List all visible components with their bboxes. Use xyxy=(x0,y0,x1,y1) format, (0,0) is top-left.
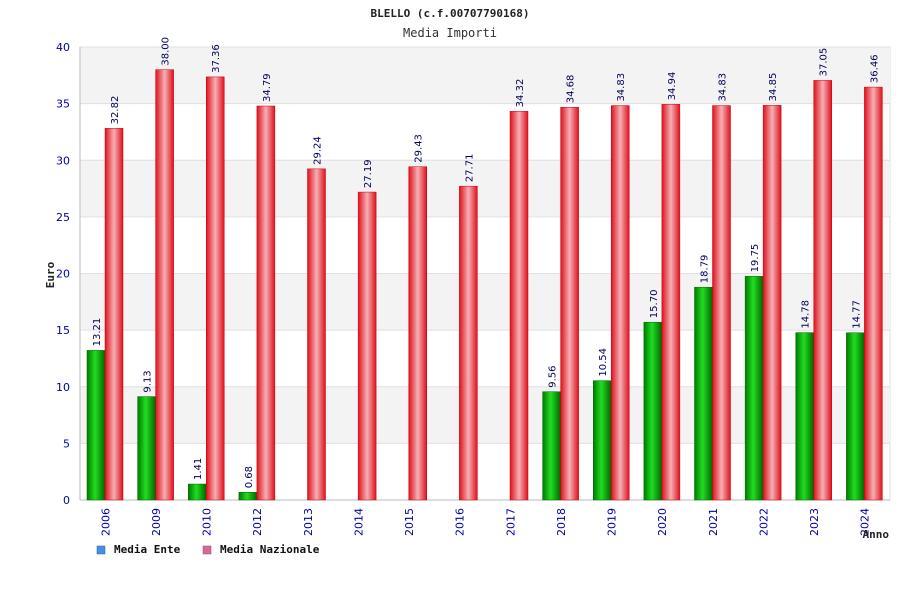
data-label: 36.46 xyxy=(869,54,880,83)
x-tick-label: 2009 xyxy=(150,508,163,536)
bar-media-ente-2006 xyxy=(86,350,106,501)
bar-media-ente-2021 xyxy=(694,286,713,501)
y-tick-label: 10 xyxy=(56,381,70,394)
x-tick-label: 2018 xyxy=(555,508,568,536)
x-axis-label: Anno xyxy=(863,528,890,541)
x-tick-label: 2021 xyxy=(707,508,720,536)
bar-media-ente-2020 xyxy=(643,321,663,501)
data-label: 34.32 xyxy=(515,79,526,108)
bar-media-nazionale-2012 xyxy=(256,105,276,501)
data-label: 9.13 xyxy=(143,370,154,392)
data-label: 19.75 xyxy=(750,244,761,273)
bar-media-nazionale-2021 xyxy=(712,105,731,501)
x-tick-label: 2024 xyxy=(859,508,872,536)
bar-media-ente-2024 xyxy=(846,332,865,501)
bar-media-nazionale-2016 xyxy=(459,185,478,501)
x-tick-label: 2016 xyxy=(454,508,467,536)
y-tick-label: 5 xyxy=(63,437,70,450)
data-label: 27.19 xyxy=(363,159,374,188)
bar-media-ente-2012 xyxy=(238,492,258,501)
bar-media-nazionale-2019 xyxy=(611,105,630,501)
legend-swatch-media-nazionale xyxy=(202,545,212,555)
bar-media-nazionale-2017 xyxy=(509,111,529,501)
bar-media-nazionale-2022 xyxy=(762,105,782,501)
legend: Media Ente Media Nazionale xyxy=(96,543,320,556)
data-label: 14.78 xyxy=(801,300,812,329)
data-label: 34.83 xyxy=(718,73,729,102)
data-label: 34.79 xyxy=(262,73,273,102)
data-label: 18.79 xyxy=(700,255,711,284)
bar-media-nazionale-2015 xyxy=(408,166,427,501)
x-tick-label: 2012 xyxy=(251,508,264,536)
chart-title: BLELLO (c.f.00707790168) xyxy=(371,7,530,20)
y-tick-label: 25 xyxy=(56,211,70,224)
bar-media-nazionale-2024 xyxy=(864,86,883,501)
data-label: 14.77 xyxy=(851,300,862,329)
data-label: 27.71 xyxy=(464,154,475,183)
data-label: 34.68 xyxy=(566,75,577,104)
bar-media-nazionale-2013 xyxy=(307,168,326,501)
bar-media-nazionale-2018 xyxy=(560,106,579,501)
x-tick-label: 2020 xyxy=(656,508,669,536)
data-label: 37.36 xyxy=(211,44,222,73)
data-label: 37.05 xyxy=(819,48,830,77)
legend-swatch-media-ente xyxy=(96,545,106,555)
data-label: 32.82 xyxy=(110,96,121,125)
bar-media-nazionale-2006 xyxy=(104,128,124,501)
bar-media-nazionale-2009 xyxy=(155,69,174,501)
data-labels: 13.21 32.82 9.13 38.00 1.41 37.36 0.68 34.79 29.… xyxy=(92,37,880,488)
data-label: 29.43 xyxy=(414,134,425,163)
legend-label-media-nazionale: Media Nazionale xyxy=(220,543,320,556)
data-label: 34.94 xyxy=(667,72,678,101)
chart-subtitle: Media Importi xyxy=(403,26,497,40)
bar-media-nazionale-2020 xyxy=(661,104,681,501)
data-label: 1.41 xyxy=(193,458,204,480)
data-label: 0.68 xyxy=(244,466,255,488)
x-tick-label: 2014 xyxy=(352,508,365,536)
data-label: 9.56 xyxy=(548,365,559,387)
y-tick-label: 30 xyxy=(56,154,70,167)
y-tick-label: 0 xyxy=(63,494,70,507)
data-label: 29.24 xyxy=(313,136,324,165)
y-tick-label: 15 xyxy=(56,324,70,337)
y-tick-label: 35 xyxy=(56,98,70,111)
x-tick-label: 2010 xyxy=(201,508,214,536)
x-tick-label: 2023 xyxy=(808,508,821,536)
bar-media-nazionale-2010 xyxy=(206,76,225,501)
data-label: 34.83 xyxy=(616,73,627,102)
bar-media-ente-2010 xyxy=(188,483,207,501)
bar-media-nazionale-2023 xyxy=(813,80,832,501)
bar-media-nazionale-2014 xyxy=(357,191,377,501)
y-axis-label: Euro xyxy=(44,261,57,288)
bar-media-ente-2019 xyxy=(593,380,612,501)
data-label: 10.54 xyxy=(598,348,609,377)
x-axis-ticks: 2006 2009 2010 2012 2013 2014 2015 2016 2017 2018… xyxy=(99,508,871,536)
x-tick-label: 2015 xyxy=(403,508,416,536)
x-tick-label: 2022 xyxy=(757,508,770,536)
data-label: 13.21 xyxy=(92,318,103,347)
bar-media-ente-2023 xyxy=(795,332,814,501)
y-axis-ticks: 0 5 10 15 20 25 30 35 40 xyxy=(56,41,70,507)
bar-media-ente-2009 xyxy=(137,396,156,501)
data-label: 15.70 xyxy=(649,290,660,319)
legend-label-media-ente: Media Ente xyxy=(114,543,181,556)
data-label: 38.00 xyxy=(161,37,172,66)
bar-media-ente-2018 xyxy=(542,391,561,501)
y-tick-label: 20 xyxy=(56,268,70,281)
x-tick-label: 2013 xyxy=(302,508,315,536)
y-tick-label: 40 xyxy=(56,41,70,54)
data-label: 34.85 xyxy=(768,73,779,102)
bar-media-ente-2022 xyxy=(744,276,764,501)
x-tick-label: 2019 xyxy=(606,508,619,536)
x-tick-label: 2017 xyxy=(504,508,517,536)
x-tick-label: 2006 xyxy=(99,508,112,536)
bars xyxy=(86,69,883,501)
